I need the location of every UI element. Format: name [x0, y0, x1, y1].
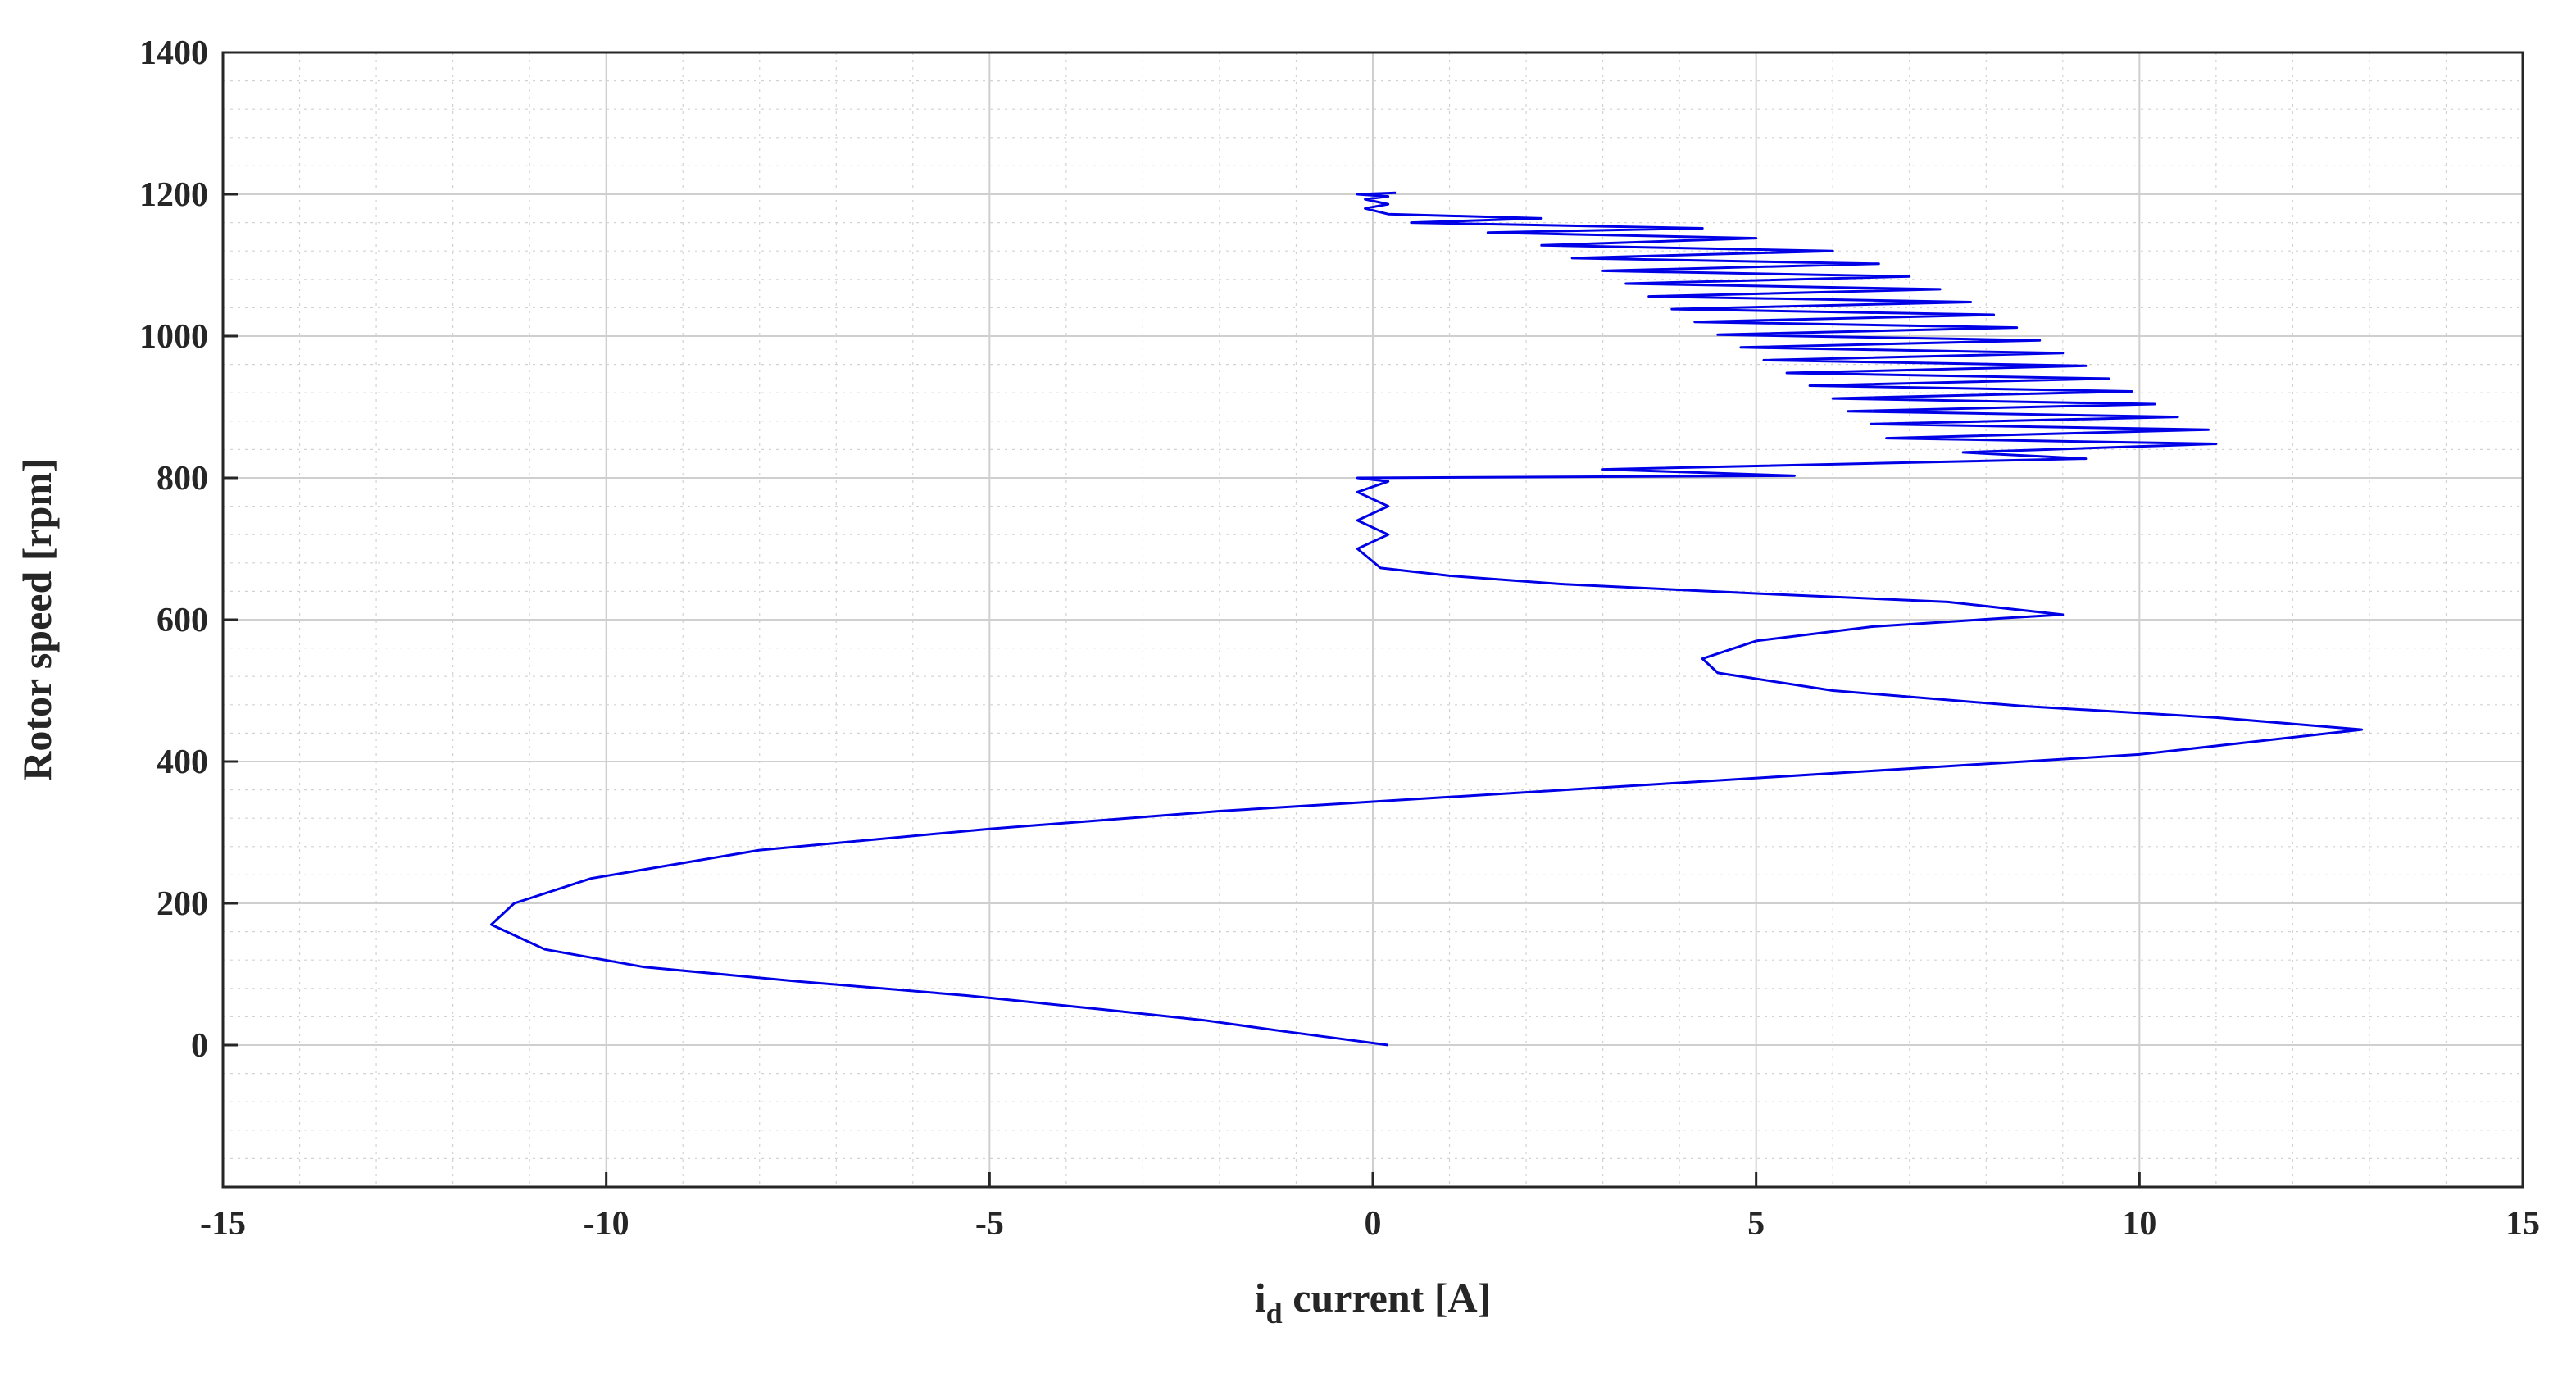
y-tick-label: 0: [191, 1027, 208, 1065]
y-tick-label: 200: [157, 885, 208, 923]
series-line: [489, 191, 2364, 1047]
x-tick-label: -15: [200, 1205, 246, 1243]
x-axis-ticks: -15 -10 -5 0 5 10 15: [200, 1172, 2540, 1243]
x-tick-label: 10: [2122, 1205, 2156, 1243]
y-tick-label: 1000: [139, 318, 208, 356]
y-tick-label: 600: [157, 602, 208, 639]
y-tick-label: 800: [157, 460, 208, 498]
x-axis-label: id current [A]: [1255, 1275, 1491, 1330]
y-tick-label: 400: [157, 743, 208, 781]
y-tick-label: 1200: [139, 176, 208, 214]
x-axis-label-subscript: d: [1266, 1297, 1283, 1330]
x-axis-label-main: i: [1255, 1275, 1266, 1321]
y-axis-label: Rotor speed [rpm]: [14, 458, 60, 780]
x-tick-label: -10: [584, 1205, 629, 1243]
y-tick-label: 1400: [139, 34, 208, 72]
y-axis-ticks: 0 200 400 600 800 1000 1200 1400: [139, 34, 238, 1065]
x-tick-label: 15: [2506, 1205, 2540, 1243]
x-tick-label: -5: [975, 1205, 1004, 1243]
x-tick-label: 0: [1365, 1205, 1382, 1243]
x-tick-label: 5: [1747, 1205, 1765, 1243]
x-axis-label-rest: current [A]: [1283, 1275, 1492, 1321]
